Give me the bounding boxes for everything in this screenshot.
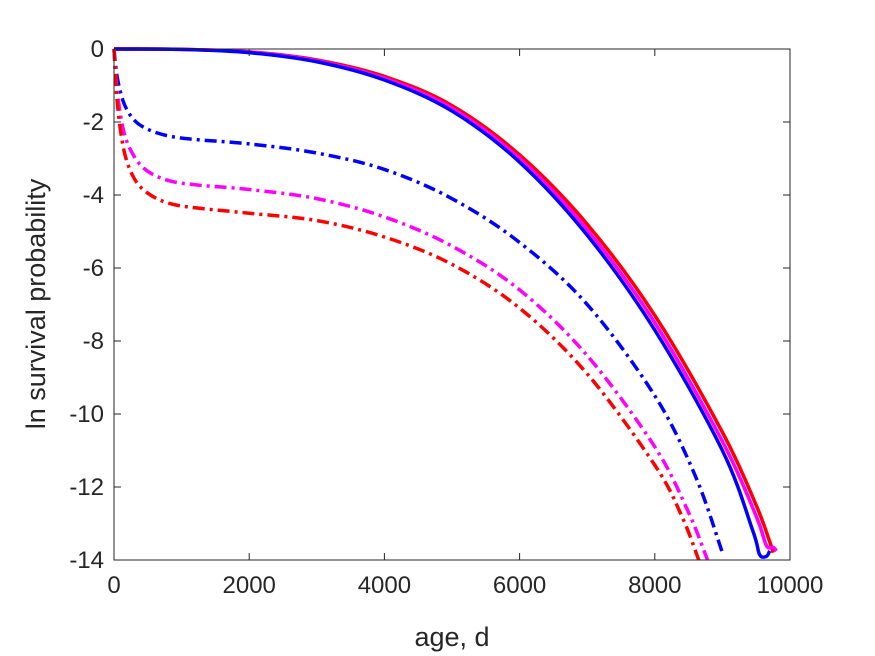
tick-layer: 0 2000 4000 6000 8000 10000 0 -2 -4 -6 -8 -10 -12 -14	[69, 36, 823, 599]
y-tick-label: -2	[83, 109, 104, 136]
series-line-solid-3	[113, 47, 772, 560]
series-line-dashdot-6	[112, 48, 701, 561]
y-tick-label: -10	[69, 401, 104, 428]
y-tick-label: 0	[91, 36, 104, 63]
series-layer	[112, 47, 778, 561]
x-tick-label: 10000	[757, 572, 824, 599]
series-line-dashdot-5	[112, 48, 710, 561]
y-tick-label: -12	[69, 474, 104, 501]
y-tick-label: -8	[83, 328, 104, 355]
y-tick-label: -6	[83, 255, 104, 282]
x-axis-label: age, d	[414, 622, 489, 652]
x-tick-label: 0	[107, 572, 120, 599]
plot-background	[114, 49, 790, 560]
x-tick-label: 6000	[493, 572, 546, 599]
x-tick-label: 4000	[358, 572, 411, 599]
x-tick-label: 2000	[223, 572, 276, 599]
plot-frame	[113, 48, 791, 561]
y-tick-label: -4	[83, 182, 104, 209]
x-tick-label: 8000	[628, 572, 681, 599]
y-tick-label: -14	[69, 547, 104, 574]
y-axis-label: ln survival probability	[21, 178, 51, 429]
